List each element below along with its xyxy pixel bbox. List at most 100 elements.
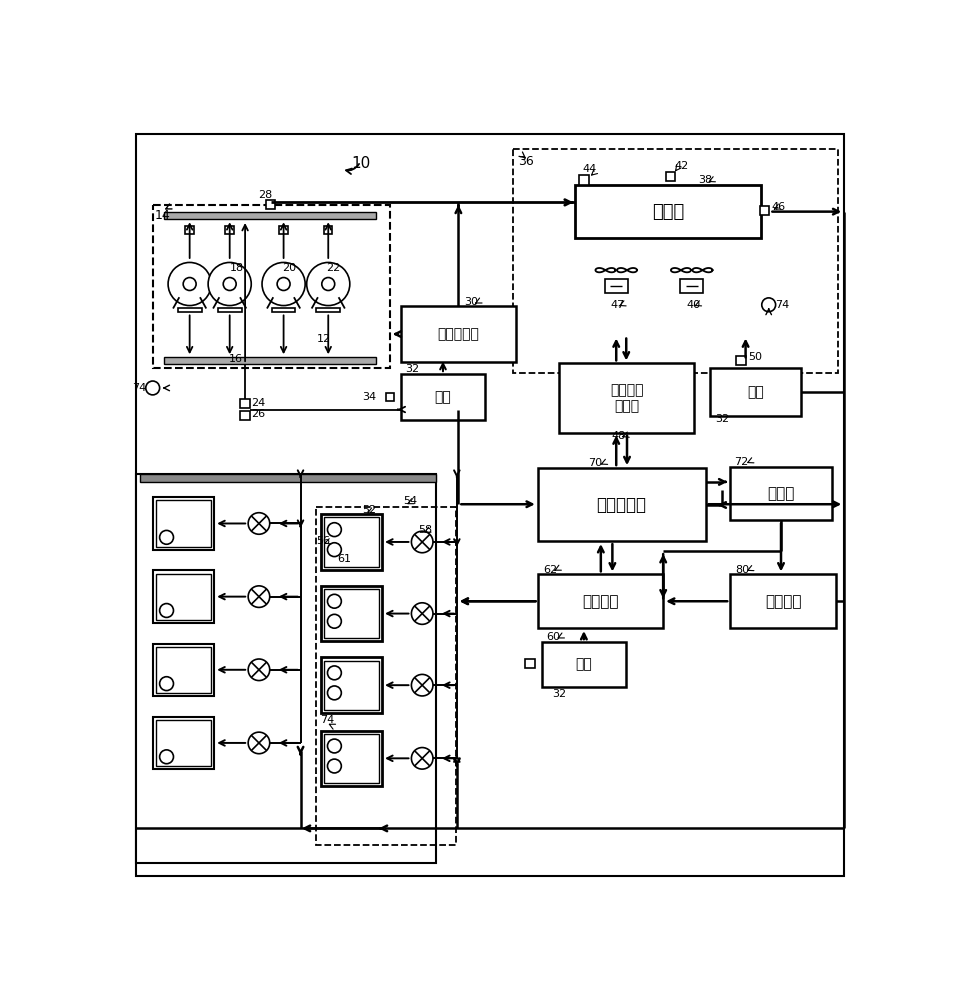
- Bar: [579, 175, 589, 185]
- Text: 56: 56: [315, 536, 330, 546]
- Circle shape: [328, 739, 341, 753]
- Bar: [218, 308, 242, 312]
- Bar: [164, 212, 376, 219]
- Text: 电源: 电源: [748, 385, 764, 399]
- Bar: [605, 279, 628, 293]
- Text: 47: 47: [611, 300, 625, 310]
- Bar: [136, 474, 436, 863]
- Text: 80: 80: [735, 565, 749, 575]
- Bar: [266, 200, 275, 209]
- Circle shape: [145, 381, 160, 395]
- Bar: [385, 393, 394, 401]
- Text: 12: 12: [316, 334, 331, 344]
- Bar: [156, 720, 211, 766]
- Text: 冷凝器: 冷凝器: [652, 203, 684, 221]
- Bar: [156, 574, 211, 620]
- Text: 移动设备: 移动设备: [765, 594, 801, 609]
- Text: 52: 52: [362, 505, 377, 515]
- Bar: [324, 226, 333, 234]
- Bar: [324, 661, 380, 710]
- Circle shape: [249, 586, 270, 607]
- Bar: [575, 185, 761, 238]
- Bar: [324, 734, 380, 783]
- Bar: [226, 226, 234, 234]
- Bar: [665, 172, 675, 181]
- Text: 74: 74: [775, 300, 789, 310]
- Circle shape: [328, 686, 341, 700]
- Text: 62: 62: [543, 565, 557, 575]
- Circle shape: [168, 262, 211, 306]
- Text: 50: 50: [748, 352, 762, 362]
- Text: 电源: 电源: [435, 390, 451, 404]
- Bar: [156, 647, 211, 693]
- Bar: [401, 306, 516, 362]
- Circle shape: [322, 278, 335, 290]
- Bar: [164, 357, 376, 364]
- Circle shape: [249, 732, 270, 754]
- Circle shape: [328, 759, 341, 773]
- Circle shape: [249, 513, 270, 534]
- Text: 26: 26: [251, 409, 266, 419]
- Bar: [324, 589, 380, 638]
- Text: 18: 18: [229, 263, 244, 273]
- Text: 32: 32: [405, 364, 420, 374]
- Text: 服务器: 服务器: [768, 486, 794, 501]
- Bar: [320, 731, 382, 786]
- Text: 30: 30: [465, 297, 479, 307]
- Circle shape: [328, 666, 341, 680]
- Text: 34: 34: [362, 392, 376, 402]
- Text: 74: 74: [320, 715, 335, 725]
- Bar: [316, 308, 340, 312]
- Bar: [710, 368, 801, 416]
- Circle shape: [328, 543, 341, 557]
- Text: 筱控制器: 筱控制器: [582, 594, 619, 609]
- Bar: [315, 507, 456, 845]
- Text: 10: 10: [352, 156, 371, 171]
- Bar: [513, 149, 838, 373]
- Bar: [736, 356, 746, 365]
- Text: 32: 32: [715, 414, 728, 424]
- Bar: [272, 308, 295, 312]
- Circle shape: [307, 262, 350, 306]
- Text: 74: 74: [132, 383, 146, 393]
- Bar: [153, 497, 214, 550]
- Text: 系统控制器: 系统控制器: [597, 496, 646, 514]
- Text: 40: 40: [686, 300, 701, 310]
- Bar: [320, 514, 382, 570]
- Text: 54: 54: [402, 496, 417, 506]
- Bar: [156, 500, 211, 547]
- Circle shape: [223, 278, 236, 290]
- Bar: [730, 466, 832, 520]
- Bar: [153, 717, 214, 769]
- Text: 61: 61: [337, 554, 352, 564]
- Text: 32: 32: [553, 689, 566, 699]
- Bar: [537, 468, 706, 541]
- Circle shape: [411, 748, 433, 769]
- Text: 20: 20: [282, 263, 296, 273]
- Bar: [140, 474, 436, 482]
- Text: 14: 14: [155, 209, 171, 222]
- Bar: [153, 205, 390, 368]
- Circle shape: [762, 298, 775, 312]
- Text: 46: 46: [771, 202, 785, 212]
- Text: 28: 28: [258, 190, 272, 200]
- Circle shape: [411, 674, 433, 696]
- Bar: [153, 570, 214, 623]
- Text: 22: 22: [326, 263, 340, 273]
- Circle shape: [411, 531, 433, 553]
- Circle shape: [328, 523, 341, 537]
- Bar: [559, 363, 694, 433]
- Text: 72: 72: [734, 457, 749, 467]
- Text: 冷凝单元
控制器: 冷凝单元 控制器: [610, 383, 643, 413]
- Circle shape: [249, 659, 270, 681]
- Bar: [401, 374, 486, 420]
- Text: 60: 60: [546, 632, 560, 642]
- Text: 38: 38: [698, 175, 712, 185]
- Text: 24: 24: [251, 398, 266, 408]
- Bar: [241, 399, 250, 408]
- Text: 16: 16: [228, 354, 243, 364]
- Bar: [680, 279, 704, 293]
- Bar: [760, 206, 770, 215]
- Text: 44: 44: [582, 164, 597, 174]
- Circle shape: [328, 594, 341, 608]
